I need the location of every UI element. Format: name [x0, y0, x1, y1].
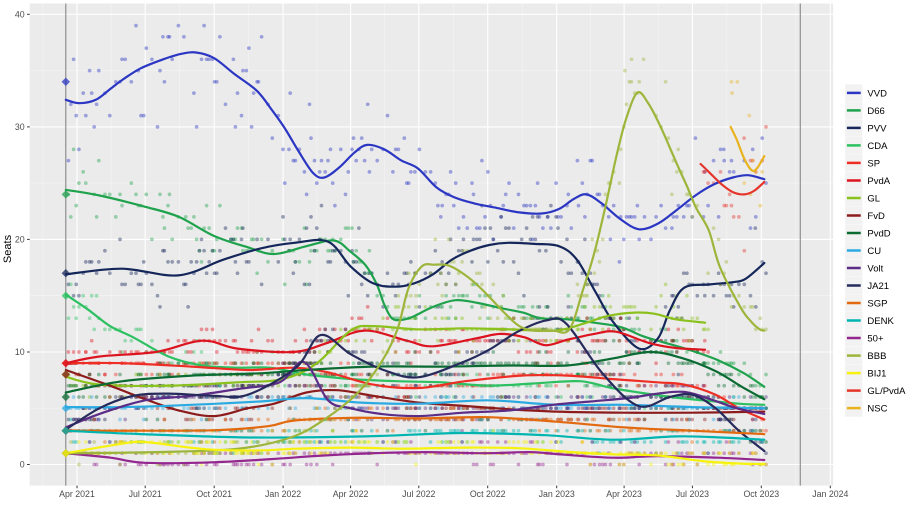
svg-text:PvdD: PvdD: [867, 228, 890, 239]
svg-text:VVD: VVD: [867, 88, 887, 99]
svg-text:Apr 2023: Apr 2023: [606, 489, 642, 499]
svg-text:PvdA: PvdA: [867, 176, 890, 187]
svg-text:D66: D66: [867, 106, 884, 117]
svg-text:GL: GL: [867, 193, 880, 204]
svg-text:Jul 2023: Jul 2023: [676, 489, 709, 499]
svg-text:20: 20: [15, 235, 25, 245]
svg-text:JA21: JA21: [867, 281, 889, 292]
svg-text:Volt: Volt: [867, 263, 883, 274]
svg-text:CDA: CDA: [867, 141, 888, 152]
svg-text:PVV: PVV: [867, 123, 887, 134]
svg-text:Apr 2021: Apr 2021: [59, 489, 95, 499]
svg-text:BBB: BBB: [867, 351, 886, 362]
svg-text:Seats: Seats: [2, 234, 14, 263]
svg-text:CU: CU: [867, 246, 881, 257]
svg-text:Oct 2021: Oct 2021: [196, 489, 232, 499]
svg-text:NSC: NSC: [867, 404, 887, 415]
svg-text:50+: 50+: [867, 333, 884, 344]
svg-text:Oct 2022: Oct 2022: [470, 489, 506, 499]
svg-text:Oct 2023: Oct 2023: [743, 489, 779, 499]
svg-text:Jul 2022: Jul 2022: [402, 489, 435, 499]
svg-text:GL/PvdA: GL/PvdA: [867, 386, 906, 397]
svg-text:DENK: DENK: [867, 316, 894, 327]
svg-text:BIJ1: BIJ1: [867, 369, 886, 380]
svg-text:40: 40: [15, 9, 25, 19]
svg-text:FvD: FvD: [867, 211, 885, 222]
svg-text:Jan 2022: Jan 2022: [265, 489, 301, 499]
svg-text:0: 0: [20, 460, 25, 470]
svg-text:Jan 2023: Jan 2023: [539, 489, 575, 499]
svg-text:10: 10: [15, 347, 25, 357]
svg-text:SP: SP: [867, 158, 880, 169]
svg-text:Jan 2024: Jan 2024: [812, 489, 848, 499]
svg-text:30: 30: [15, 122, 25, 132]
svg-text:Jul 2021: Jul 2021: [129, 489, 162, 499]
svg-text:Apr 2022: Apr 2022: [333, 489, 369, 499]
svg-text:SGP: SGP: [867, 298, 887, 309]
